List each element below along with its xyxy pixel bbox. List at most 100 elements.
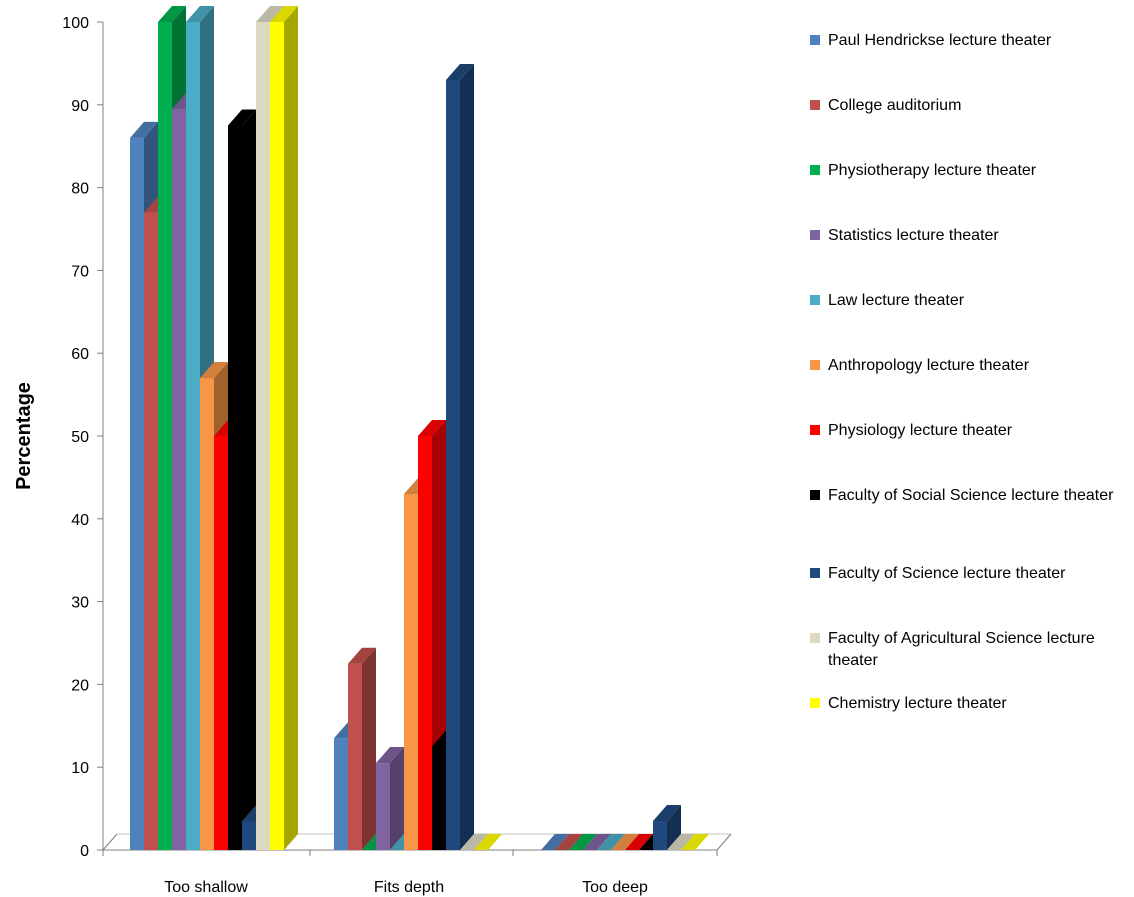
y-tick-label: 20: [71, 677, 89, 694]
bar-side: [460, 63, 474, 850]
bar-top: [541, 834, 569, 850]
legend-swatch: [810, 35, 820, 45]
chart-bars: [130, 6, 709, 851]
bar: [228, 109, 256, 850]
bar-top: [460, 834, 488, 850]
bar: [446, 63, 474, 850]
bar-side: [362, 647, 376, 850]
legend-label: Chemistry lecture theater: [828, 695, 1007, 712]
bar-front: [418, 436, 432, 850]
legend-item: Faculty of Agricultural Science lecture …: [810, 628, 1132, 672]
bar-top: [376, 747, 404, 764]
bar: [583, 834, 611, 850]
bar-top: [418, 420, 446, 436]
legend-item: Physiotherapy lecture theater: [810, 160, 1132, 182]
legend-swatch: [810, 295, 820, 305]
bar: [541, 834, 569, 850]
bar-top: [446, 63, 474, 80]
bar: [653, 805, 681, 850]
legend-item: Statistics lecture theater: [810, 225, 1132, 247]
legend-label: College auditorium: [828, 97, 962, 114]
x-tick-label: Too shallow: [164, 879, 248, 896]
legend-swatch: [810, 633, 820, 643]
y-tick-label: 90: [71, 98, 89, 115]
bar-side: [390, 747, 404, 850]
bar-top: [667, 834, 695, 850]
legend-label: Anthropology lecture theater: [828, 357, 1030, 374]
bar-top: [569, 834, 597, 850]
bar-top: [474, 834, 502, 850]
bar-top: [186, 6, 214, 22]
bar: [555, 834, 583, 850]
bar-front: [270, 22, 284, 850]
legend-swatch: [810, 568, 820, 578]
floor-left-edge: [102, 833, 118, 851]
bar-side: [242, 109, 256, 850]
bar-front: [200, 378, 214, 850]
y-tick-label: 60: [71, 346, 89, 363]
legend-swatch: [810, 165, 820, 175]
bar: [348, 647, 376, 850]
y-tick-label: 40: [71, 512, 89, 529]
x-tick-label: Fits depth: [374, 879, 444, 896]
bar-front: [172, 108, 186, 850]
bar-top: [555, 834, 583, 850]
bar-front: [348, 663, 362, 850]
y-tick-label: 100: [62, 15, 89, 32]
bar-front: [376, 763, 390, 850]
bar-front: [228, 125, 242, 850]
bar-front: [144, 212, 158, 850]
bar-top: [130, 121, 158, 138]
legend-swatch: [810, 360, 820, 370]
legend-label: Paul Hendrickse lecture theater: [828, 32, 1052, 49]
bar-top: [256, 6, 284, 22]
legend-item: Law lecture theater: [810, 290, 1132, 312]
legend-item: Physiology lecture theater: [810, 420, 1132, 442]
bar-front: [242, 821, 256, 850]
legend-swatch: [810, 698, 820, 708]
legend-label: Faculty of Agricultural Science lecture …: [828, 630, 1095, 669]
bar: [569, 834, 597, 850]
bar-top: [270, 6, 298, 22]
bar-side: [284, 6, 298, 850]
bar-top: [583, 834, 611, 850]
bar-front: [130, 137, 144, 851]
bar: [611, 834, 639, 850]
legend-item: College auditorium: [810, 95, 1132, 117]
legend-item: Faculty of Science lecture theater: [810, 563, 1132, 585]
legend-label: Physiotherapy lecture theater: [828, 162, 1037, 179]
legend-item: Chemistry lecture theater: [810, 693, 1132, 715]
x-tick-label: Too deep: [582, 879, 648, 896]
bar-top: [625, 834, 653, 850]
bar: [681, 834, 709, 850]
bar: [625, 834, 653, 850]
bar: [376, 747, 404, 850]
bar: [270, 6, 298, 850]
bar: [474, 834, 502, 850]
legend-swatch: [810, 230, 820, 240]
bar-top: [611, 834, 639, 850]
bar: [597, 834, 625, 850]
chart: 0 10 20 30 40 50 60 70 80 90 100 Too shallow Fits de…: [13, 6, 732, 896]
bar-front: [334, 738, 348, 850]
bar-top: [597, 834, 625, 850]
chart-labels: 0 10 20 30 40 50 60 70 80 90 100 Too shallow Fits de…: [13, 15, 648, 896]
legend-swatch: [810, 425, 820, 435]
legend-swatch: [810, 100, 820, 110]
bar-side: [667, 805, 681, 850]
y-tick-label: 10: [71, 760, 89, 777]
bar-top: [228, 109, 256, 126]
y-tick-label: 80: [71, 181, 89, 198]
bar: [460, 834, 488, 850]
legend-label: Faculty of Social Science lecture theate…: [828, 487, 1114, 504]
bar-top: [681, 834, 709, 850]
legend-label: Law lecture theater: [828, 292, 965, 309]
bar-front: [404, 493, 418, 850]
legend-label: Statistics lecture theater: [828, 227, 999, 244]
floor-right-edge: [716, 833, 732, 851]
bar-top: [200, 362, 228, 379]
bar-top: [348, 647, 376, 664]
bar-front: [446, 79, 460, 850]
legend-item: Faculty of Social Science lecture theate…: [810, 485, 1132, 507]
bar-front: [158, 22, 172, 850]
